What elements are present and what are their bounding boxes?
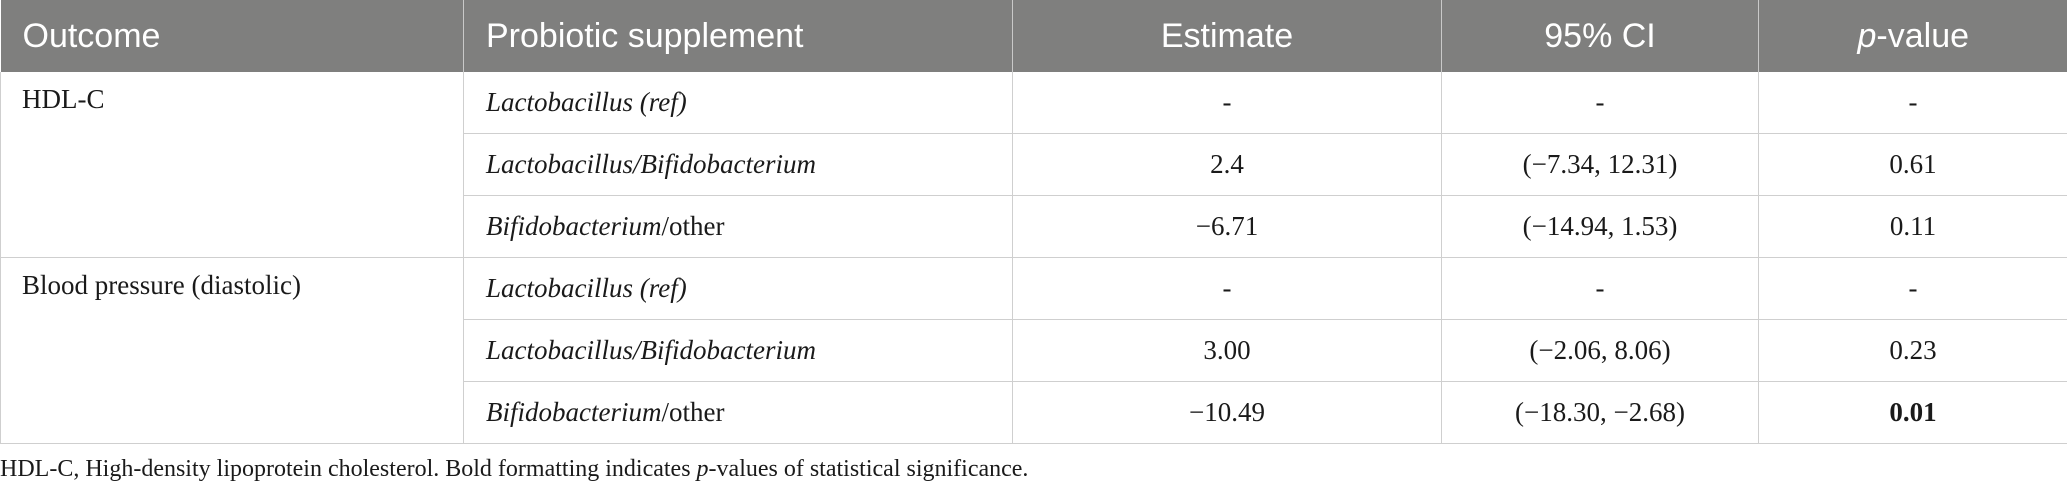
estimate-cell: −6.71 xyxy=(1012,195,1442,258)
supplement-cell: Bifidobacterium/other xyxy=(463,195,1013,258)
estimate-cell: - xyxy=(1012,72,1442,134)
results-table: Outcome Probiotic supplement Estimate 95… xyxy=(0,0,2067,444)
supplement-suffix: /other xyxy=(661,211,725,241)
table-row: HDL-C Lactobacillus (ref) - - - xyxy=(0,72,2067,258)
pvalue-cell: - xyxy=(1758,72,2067,134)
table-footnote: HDL-C, High-density lipoprotein choleste… xyxy=(0,456,1028,483)
pvalue-cell: - xyxy=(1758,257,2067,320)
supplement-suffix: /other xyxy=(661,397,725,427)
ci-cell: - xyxy=(1441,257,1759,320)
footnote-text-1: HDL-C, High-density lipoprotein choleste… xyxy=(0,456,697,482)
ci-cell: (−14.94, 1.53) xyxy=(1441,195,1759,258)
header-estimate: Estimate xyxy=(1012,0,1442,72)
header-p-suffix: -value xyxy=(1876,16,1970,55)
table-row: Bifidobacterium/other −10.49 (−18.30, −2… xyxy=(1,381,2067,444)
table-row: Blood pressure (diastolic) Lactobacillus… xyxy=(0,257,2067,444)
table-row: Lactobacillus/Bifidobacterium 2.4 (−7.34… xyxy=(1,133,2067,196)
supplement-cell: Lactobacillus (ref) xyxy=(463,72,1013,134)
header-p-italic: p xyxy=(1857,16,1877,55)
header-p-value: p-value xyxy=(1758,0,2067,72)
ci-cell: - xyxy=(1441,72,1759,134)
supplement-cell: Lactobacillus/Bifidobacterium xyxy=(463,133,1013,196)
supplement-name: Bifidobacterium xyxy=(486,211,662,241)
table-row: Lactobacillus/Bifidobacterium 3.00 (−2.0… xyxy=(1,319,2067,382)
ci-cell: (−18.30, −2.68) xyxy=(1441,381,1759,444)
footnote-p-italic: p xyxy=(696,456,709,482)
ci-cell: (−2.06, 8.06) xyxy=(1441,319,1759,382)
supplement-name: Bifidobacterium xyxy=(486,397,662,427)
estimate-cell: 3.00 xyxy=(1012,319,1442,382)
pvalue-cell: 0.61 xyxy=(1758,133,2067,196)
supplement-cell: Lactobacillus/Bifidobacterium xyxy=(463,319,1013,382)
supplement-cell: Bifidobacterium/other xyxy=(463,381,1013,444)
pvalue-cell: 0.23 xyxy=(1758,319,2067,382)
supplement-name: Lactobacillus/Bifidobacterium xyxy=(486,149,816,179)
header-outcome: Outcome xyxy=(0,0,464,72)
pvalue-cell-significant: 0.01 xyxy=(1758,381,2067,444)
outcome-cell: Blood pressure (diastolic) xyxy=(0,257,464,444)
estimate-cell: −10.49 xyxy=(1012,381,1442,444)
ci-cell: (−7.34, 12.31) xyxy=(1441,133,1759,196)
table-header-row: Outcome Probiotic supplement Estimate 95… xyxy=(0,0,2067,72)
estimate-cell: 2.4 xyxy=(1012,133,1442,196)
supplement-name: Lactobacillus (ref) xyxy=(486,273,687,303)
pvalue-cell: 0.11 xyxy=(1758,195,2067,258)
supplement-cell: Lactobacillus (ref) xyxy=(463,257,1013,320)
estimate-cell: - xyxy=(1012,257,1442,320)
header-probiotic-supplement: Probiotic supplement xyxy=(463,0,1013,72)
supplement-name: Lactobacillus (ref) xyxy=(486,87,687,117)
table-row: Bifidobacterium/other −6.71 (−14.94, 1.5… xyxy=(1,195,2067,258)
header-95-ci: 95% CI xyxy=(1441,0,1759,72)
supplement-name: Lactobacillus/Bifidobacterium xyxy=(486,335,816,365)
footnote-text-2: -values of statistical significance. xyxy=(708,456,1029,482)
outcome-cell: HDL-C xyxy=(0,72,464,258)
